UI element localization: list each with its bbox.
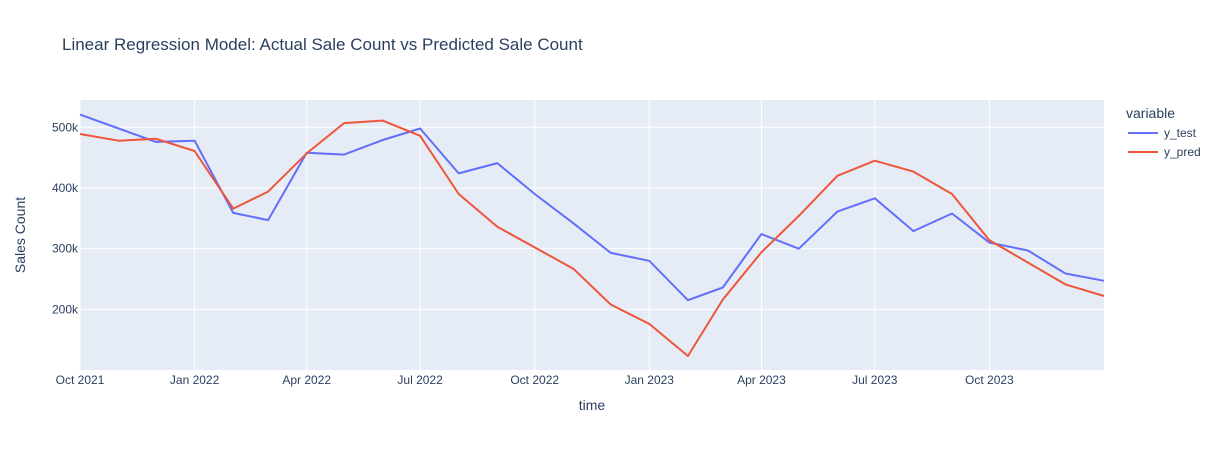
legend-label-y-pred[interactable]: y_pred xyxy=(1164,145,1201,159)
y-axis-label: Sales Count xyxy=(12,197,28,273)
x-tick-label: Apr 2022 xyxy=(282,373,331,387)
x-tick-label: Oct 2023 xyxy=(965,373,1014,387)
x-tick-label: Jan 2022 xyxy=(170,373,220,387)
x-tick-label: Jul 2022 xyxy=(397,373,443,387)
x-tick-label: Apr 2023 xyxy=(737,373,786,387)
legend: variable y_test y_pred xyxy=(1126,105,1201,159)
x-tick-label: Jul 2023 xyxy=(852,373,898,387)
x-tick-label: Oct 2021 xyxy=(56,373,105,387)
y-gridlines xyxy=(80,126,1104,310)
series-lines xyxy=(79,113,1105,357)
x-tick-label: Jan 2023 xyxy=(625,373,675,387)
x-axis-label: time xyxy=(579,397,606,413)
legend-label-y-test[interactable]: y_test xyxy=(1164,126,1197,140)
series-line-y-pred xyxy=(79,119,1105,357)
y-tick-label: 200k xyxy=(52,302,79,316)
legend-title: variable xyxy=(1126,105,1175,121)
plot-area xyxy=(80,100,1104,370)
series-line-y-test xyxy=(79,113,1105,302)
y-tick-label: 500k xyxy=(52,120,79,134)
y-tick-label: 300k xyxy=(52,242,79,256)
y-axis-ticks: 200k 300k 400k 500k xyxy=(52,120,79,316)
chart-title: Linear Regression Model: Actual Sale Cou… xyxy=(62,35,583,54)
x-tick-label: Oct 2022 xyxy=(510,373,559,387)
x-axis-ticks: Oct 2021 Jan 2022 Apr 2022 Jul 2022 Oct 2022… xyxy=(56,373,1014,387)
y-tick-label: 400k xyxy=(52,181,79,195)
x-gridlines xyxy=(79,100,990,370)
